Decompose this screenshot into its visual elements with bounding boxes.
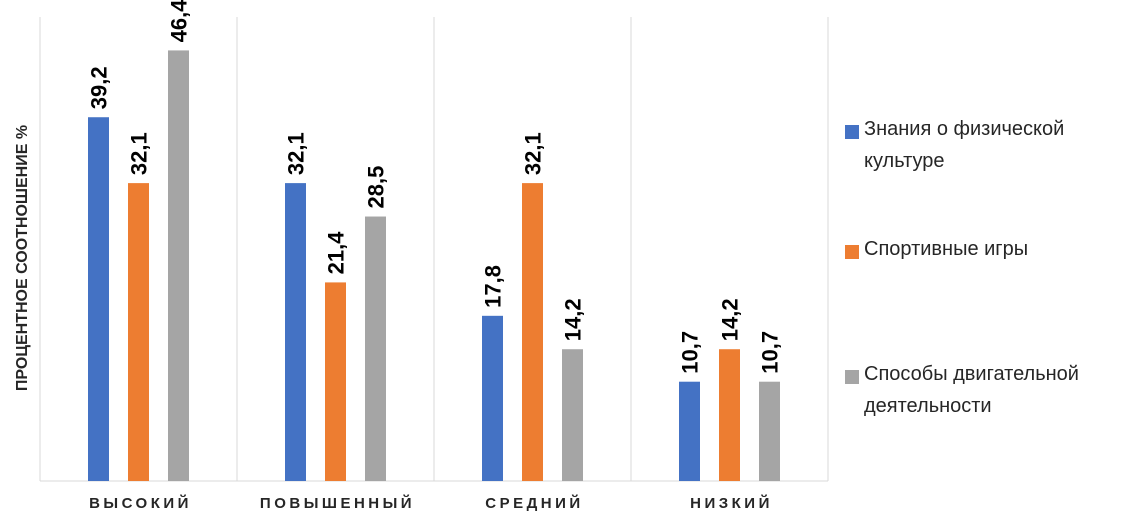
- bar: [562, 349, 583, 481]
- bar: [285, 183, 306, 481]
- data-label: 14,2: [561, 298, 586, 341]
- category-labels-group: ВЫСОКИЙ ПОВЫШЕННЫЙ СРЕДНИЙ НИЗКИЙ: [89, 494, 773, 512]
- data-label: 21,4: [324, 231, 349, 275]
- bars-group: [88, 50, 780, 482]
- data-label: 17,8: [481, 265, 506, 308]
- bar: [88, 117, 109, 481]
- bar: [365, 216, 386, 481]
- legend-item: Спортивные игры: [845, 238, 1129, 265]
- category-label: НИЗКИЙ: [690, 494, 773, 512]
- legend-swatch: [845, 370, 859, 384]
- bar: [168, 50, 189, 482]
- data-label: 28,5: [364, 166, 389, 209]
- y-axis-title: ПРОЦЕНТНОЕ СООТНОШЕНИЕ %: [14, 125, 31, 391]
- bar: [522, 183, 543, 481]
- legend-swatch: [845, 245, 859, 259]
- data-label: 32,1: [127, 132, 152, 175]
- category-separators: [39, 17, 829, 481]
- legend-swatch: [845, 125, 859, 139]
- data-label: 10,7: [678, 331, 703, 374]
- data-label: 32,1: [521, 132, 546, 175]
- bar: [128, 183, 149, 481]
- data-label: 39,2: [87, 66, 112, 109]
- bar: [325, 282, 346, 481]
- data-label: 32,1: [284, 132, 309, 175]
- data-label: 46,4: [167, 0, 192, 42]
- bar: [719, 349, 740, 481]
- category-label: ВЫСОКИЙ: [89, 494, 192, 512]
- bar: [482, 315, 503, 481]
- data-label: 14,2: [718, 298, 743, 341]
- bar: [759, 381, 780, 481]
- data-label: 10,7: [758, 331, 783, 374]
- category-label: ПОВЫШЕННЫЙ: [260, 494, 415, 512]
- legend-label: Знания о физической культуре: [864, 118, 1065, 172]
- legend-label: Способы двигательной деятельности: [864, 363, 1079, 417]
- legend-item: Знания о физической культуре: [845, 118, 1129, 177]
- legend-label: Спортивные игры: [864, 238, 1029, 260]
- data-labels-group: 39,2 32,1 46,4 32,1 21,4 28,5 17,8 32,1 14,2 10,7…: [87, 0, 783, 374]
- legend-item: Способы двигательной деятельности: [845, 363, 1129, 422]
- bar: [679, 381, 700, 481]
- category-label: СРЕДНИЙ: [485, 494, 583, 512]
